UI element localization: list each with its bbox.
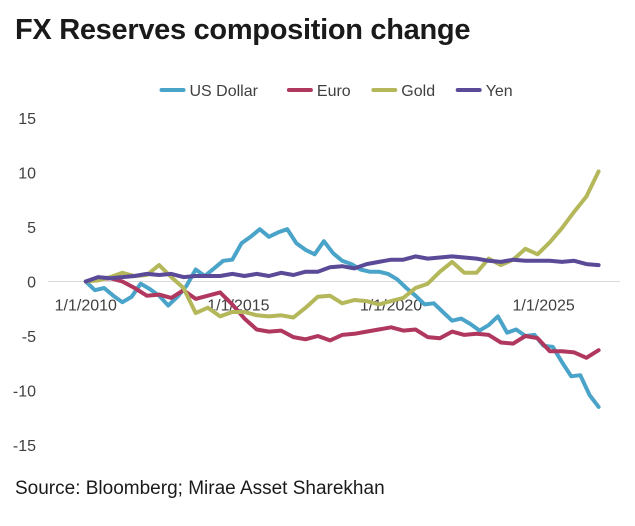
legend-item-yen: Yen: [455, 83, 513, 100]
legend-label: Gold: [401, 83, 435, 100]
legend-label: US Dollar: [190, 83, 259, 100]
series-line-yen: [83, 254, 601, 284]
legend-label: Euro: [317, 83, 351, 100]
chart-source: Source: Bloomberg; Mirae Asset Sharekhan: [15, 478, 385, 499]
legend-label: Yen: [486, 83, 513, 100]
y-tick-label: -5: [22, 329, 36, 346]
series-line-euro: [83, 276, 601, 360]
series-line-us-dollar: [83, 227, 601, 409]
y-tick-label: 0: [27, 275, 36, 292]
x-axis: 1/1/2010 1/1/2015 1/1/2020 1/1/2025: [48, 281, 620, 315]
chart-title: FX Reserves composition change: [15, 14, 471, 46]
legend-item-euro: Euro: [286, 83, 351, 100]
legend-item-us-dollar: US Dollar: [159, 83, 259, 100]
x-tick-label: 1/1/2025: [513, 298, 575, 315]
y-tick-label: -10: [13, 384, 36, 401]
y-tick-label: 15: [18, 111, 36, 128]
line-chart: US Dollar Euro Gold Yen 15 10 5 0 -5 -10 -15 1/1/…: [13, 83, 620, 455]
x-tick-label: 1/1/2010: [55, 298, 117, 315]
legend-item-gold: Gold: [371, 83, 435, 100]
y-tick-label: -15: [13, 438, 36, 455]
y-axis: 15 10 5 0 -5 -10 -15: [13, 111, 36, 455]
y-tick-label: 5: [27, 220, 36, 237]
x-tick-label: 1/1/2015: [207, 298, 269, 315]
legend: US Dollar Euro Gold Yen: [159, 83, 513, 100]
y-tick-label: 10: [18, 166, 36, 183]
series-group: [83, 169, 601, 409]
